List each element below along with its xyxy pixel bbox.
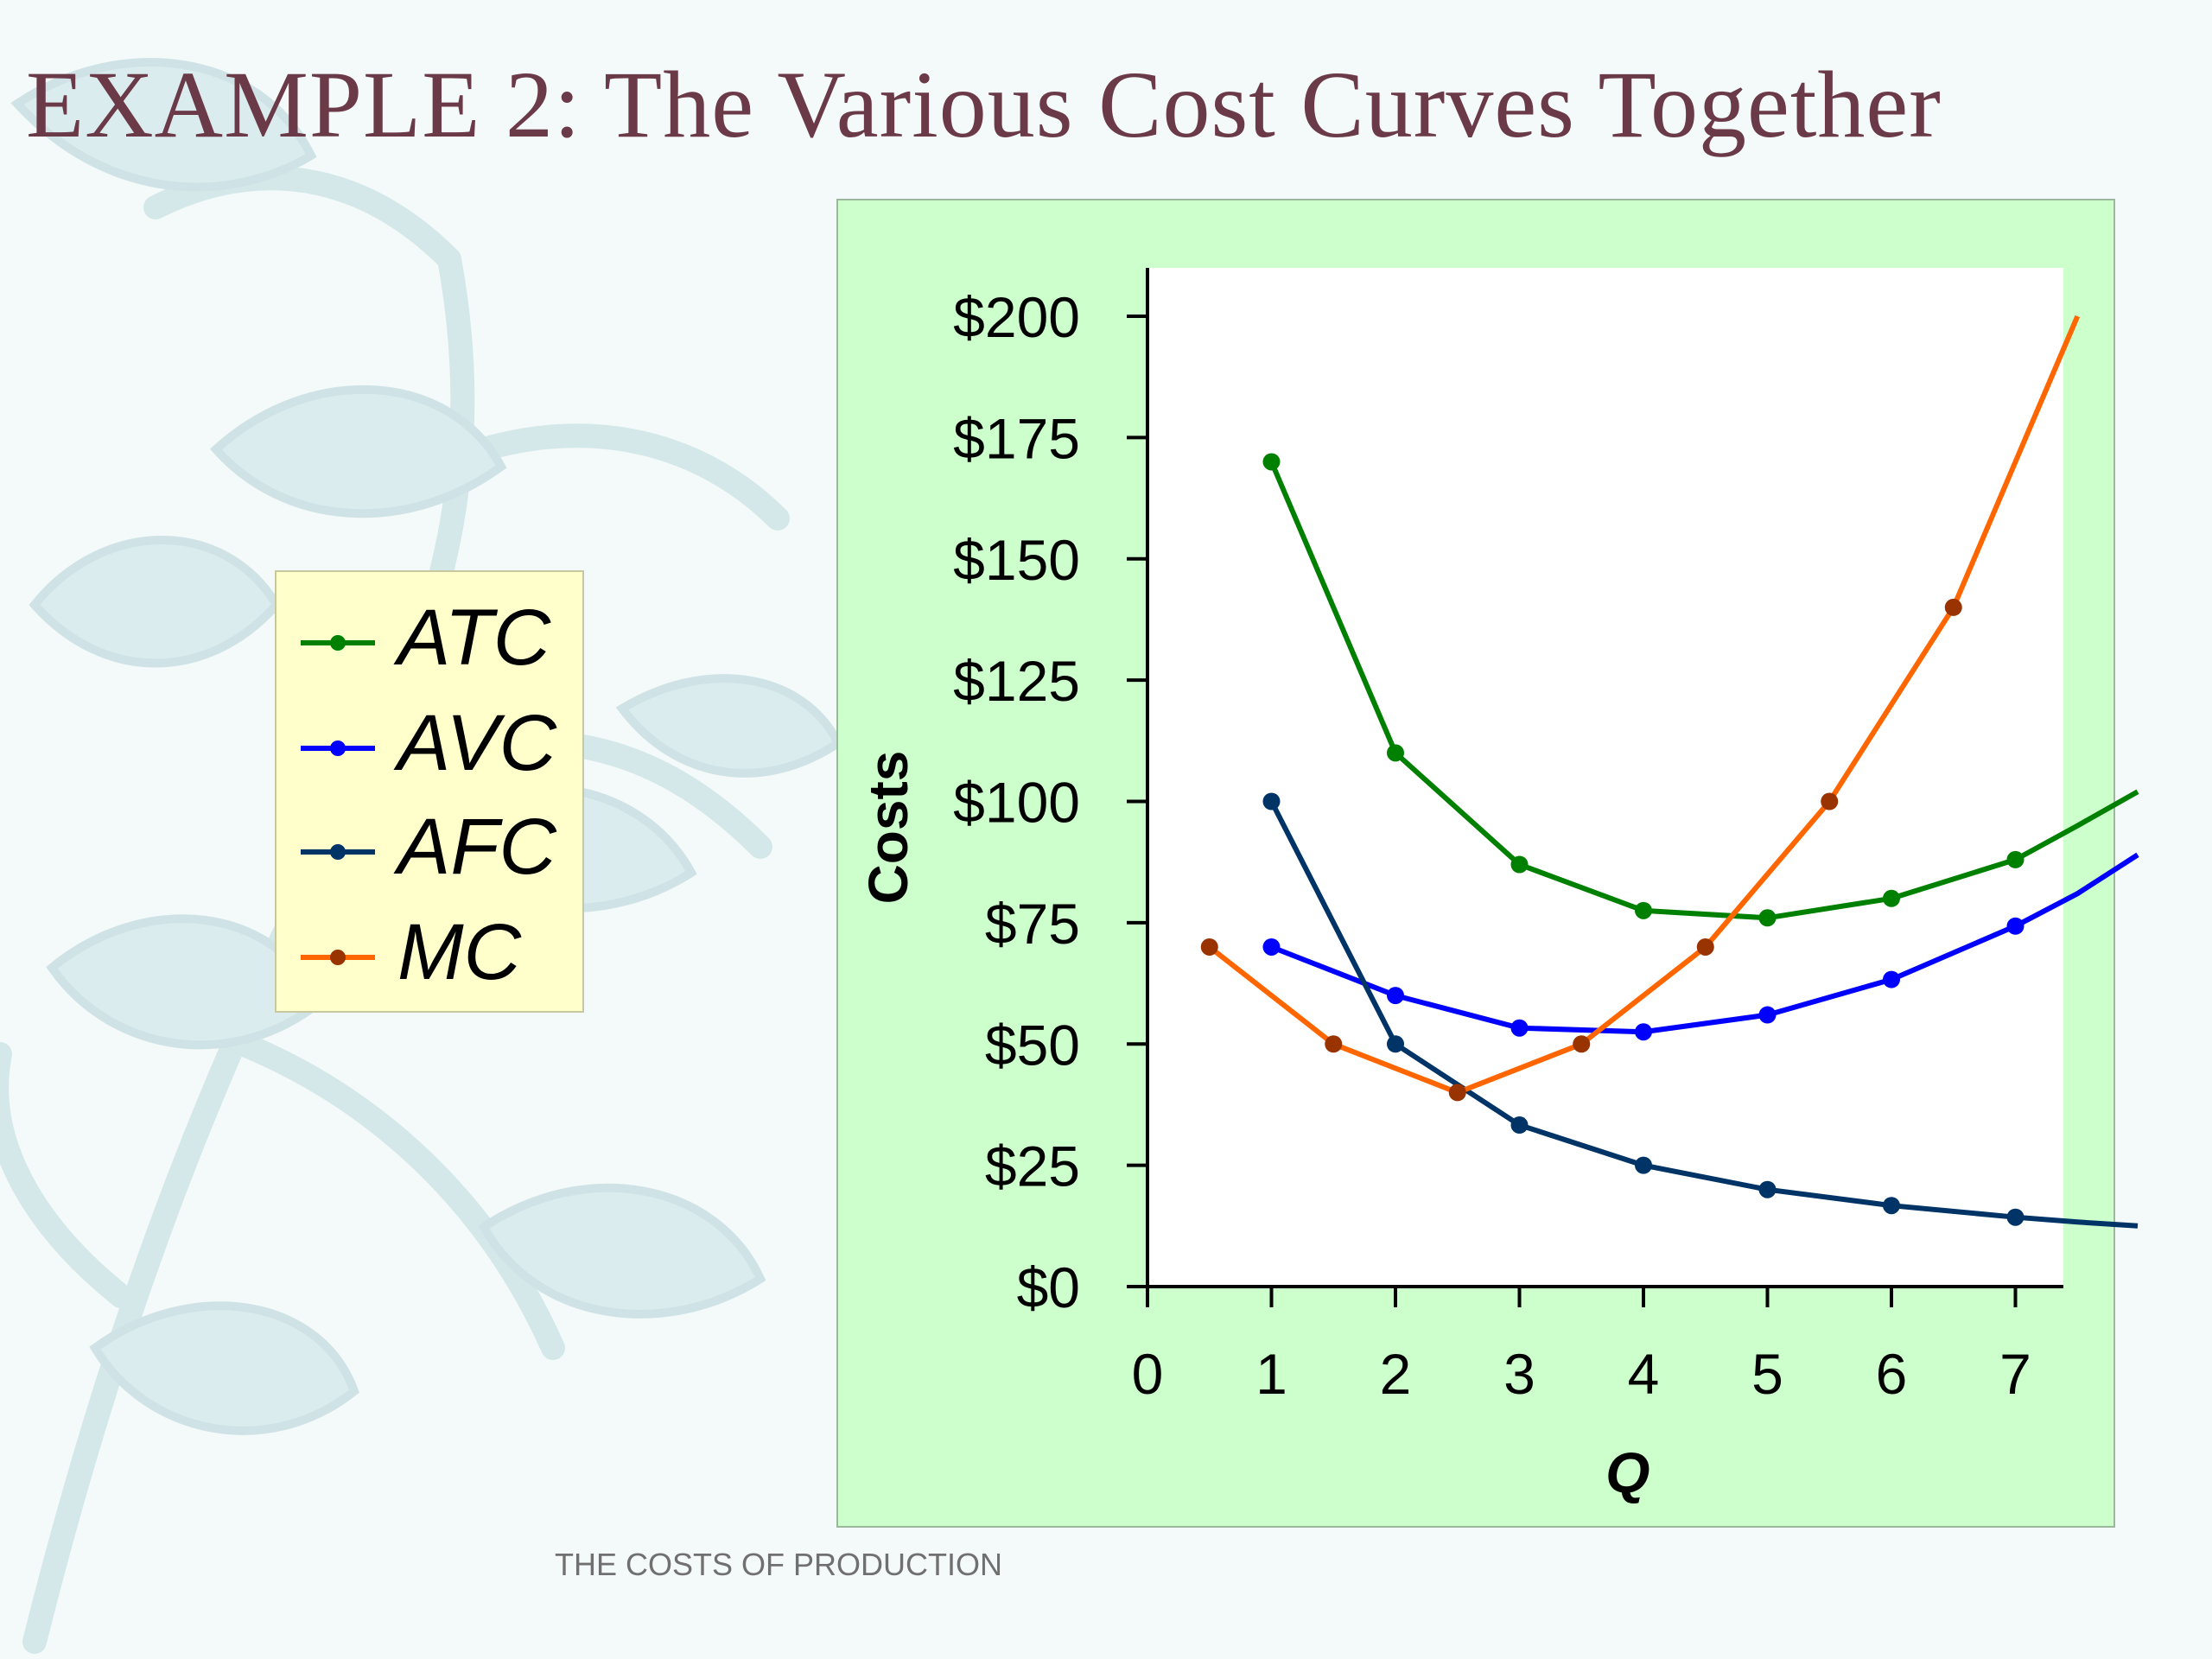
slide-title: EXAMPLE 2: The Various Cost Curves Toget… xyxy=(26,52,1942,157)
data-point-avc xyxy=(1883,970,1900,988)
data-point-avc xyxy=(2006,917,2024,935)
data-point-mc xyxy=(1200,938,1218,956)
x-tick-label: 1 xyxy=(1255,1342,1287,1406)
data-point-afc xyxy=(1758,1180,1777,1198)
legend-label-avc: AVC xyxy=(397,699,557,787)
legend-swatch-avc xyxy=(301,741,375,756)
data-point-avc xyxy=(1510,1019,1529,1037)
y-tick-label: $75 xyxy=(985,892,1080,956)
x-tick-label: 4 xyxy=(1628,1342,1660,1406)
legend-item-mc: MC xyxy=(276,900,584,1004)
legend-swatch-mc xyxy=(301,950,375,965)
data-point-avc xyxy=(1635,1023,1652,1041)
data-point-avc xyxy=(1387,987,1404,1005)
data-point-atc xyxy=(1262,453,1281,471)
slide-footer: THE COSTS OF PRODUCTION xyxy=(555,1547,1003,1582)
y-tick-label: $100 xyxy=(953,771,1080,835)
data-point-avc xyxy=(1758,1006,1777,1024)
x-tick-label: 3 xyxy=(1503,1342,1535,1406)
legend-label-mc: MC xyxy=(397,908,522,996)
x-tick-label: 7 xyxy=(1999,1342,2031,1406)
y-tick-label: $50 xyxy=(985,1013,1080,1077)
y-tick-label: $200 xyxy=(953,285,1080,349)
legend-item-avc: AVC xyxy=(276,691,584,795)
legend-label-atc: ATC xyxy=(397,594,551,682)
plot-area xyxy=(1147,268,2063,1287)
x-tick-label: 5 xyxy=(1751,1342,1783,1406)
data-point-afc xyxy=(1510,1116,1529,1135)
legend-item-afc: AFC xyxy=(276,795,584,899)
y-tick-label: $175 xyxy=(953,406,1080,470)
y-tick-label: $0 xyxy=(1017,1255,1080,1319)
y-axis-title: Costs xyxy=(857,751,919,905)
data-point-atc xyxy=(1387,744,1404,762)
legend-swatch-afc xyxy=(301,844,375,860)
x-tick-label: 2 xyxy=(1380,1342,1412,1406)
data-point-afc xyxy=(2006,1208,2024,1226)
legend-swatch-atc xyxy=(301,635,375,651)
y-tick-label: $150 xyxy=(953,528,1080,592)
data-point-mc xyxy=(1325,1035,1343,1053)
data-point-afc xyxy=(1387,1035,1404,1053)
data-point-afc xyxy=(1635,1156,1652,1174)
data-point-afc xyxy=(1262,792,1281,810)
data-point-atc xyxy=(1635,901,1652,919)
y-tick-label: $25 xyxy=(985,1135,1080,1198)
x-axis-title: Q xyxy=(1605,1440,1649,1504)
data-point-atc xyxy=(1758,909,1777,927)
data-point-atc xyxy=(1883,889,1900,907)
x-tick-label: 0 xyxy=(1132,1342,1164,1406)
y-tick-label: $125 xyxy=(953,649,1080,713)
legend-item-atc: ATC xyxy=(276,586,584,690)
data-point-mc xyxy=(1448,1084,1466,1102)
data-point-afc xyxy=(1883,1197,1900,1215)
data-point-atc xyxy=(2006,850,2024,868)
data-point-mc xyxy=(1573,1035,1591,1053)
data-point-mc xyxy=(1696,938,1714,956)
data-point-avc xyxy=(1262,938,1281,956)
x-tick-label: 6 xyxy=(1876,1342,1908,1406)
data-point-mc xyxy=(1944,598,1962,616)
data-point-mc xyxy=(1821,792,1839,810)
chart-legend: ATC AVC AFC MC xyxy=(275,570,584,1013)
legend-label-afc: AFC xyxy=(397,803,556,891)
data-point-atc xyxy=(1510,855,1529,874)
